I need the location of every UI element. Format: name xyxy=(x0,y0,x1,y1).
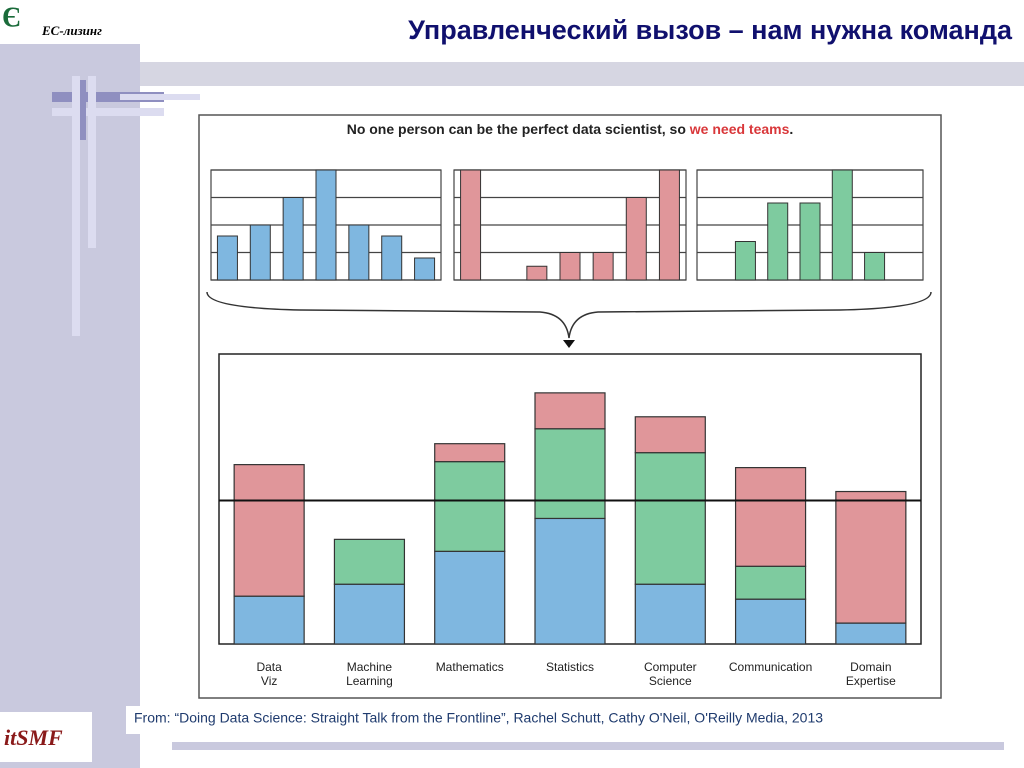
deco xyxy=(80,80,86,140)
bar xyxy=(625,197,647,281)
x-tick-label: Machine Learning xyxy=(346,660,393,688)
bar xyxy=(799,202,821,281)
bar xyxy=(216,235,238,281)
deco xyxy=(88,76,96,248)
stacked-bar-segment xyxy=(434,550,506,645)
deco xyxy=(52,92,164,102)
source: From: “Doing Data Science: Straight Talk… xyxy=(134,710,823,726)
logo-bg xyxy=(0,0,140,44)
footer-logo-bg xyxy=(0,712,92,762)
x-tick-label: Domain Expertise xyxy=(845,660,896,688)
footer-logo: itSMF xyxy=(4,725,63,750)
figure-heading: No one person can be the perfect data sc… xyxy=(347,121,794,137)
bar xyxy=(864,252,886,281)
slide-title: Управленческий вызов – нам нужна команда xyxy=(408,15,1013,45)
stacked-bar-segment xyxy=(734,598,807,645)
bar xyxy=(526,265,548,281)
stacked-bar-segment xyxy=(434,461,506,552)
bar xyxy=(315,169,337,281)
x-tick-label: Computer Science xyxy=(643,660,697,688)
stacked-bar-segment xyxy=(534,392,606,430)
logo-mark: Є xyxy=(2,2,21,33)
stacked-bar-segment xyxy=(434,443,506,463)
stacked-bar-segment xyxy=(233,595,305,645)
heading-highlight: we need teams xyxy=(689,121,790,137)
deco xyxy=(120,94,200,100)
footer-bar xyxy=(172,742,1004,750)
stacked-bar-segment xyxy=(634,583,706,645)
logo-text: ЕС-лизинг xyxy=(41,23,102,38)
stacked-bar-segment xyxy=(534,517,606,645)
x-tick-label: Statistics xyxy=(545,660,595,674)
stacked-bar-segment xyxy=(333,538,406,585)
bar xyxy=(734,241,756,281)
bar xyxy=(658,169,680,281)
stacked-bar-segment xyxy=(835,622,907,645)
brace xyxy=(206,291,932,339)
bar xyxy=(559,252,581,281)
heading-part: . xyxy=(789,121,793,137)
x-tick-label: Data Viz xyxy=(256,660,282,688)
title-bar xyxy=(140,62,1024,86)
stacked-bar-segment xyxy=(634,416,706,454)
x-tick-label: Mathematics xyxy=(435,660,504,674)
bar xyxy=(831,169,853,281)
heading-part: No one person can be the perfect data sc… xyxy=(347,121,690,137)
bar xyxy=(414,257,436,281)
stacked-bar-segment xyxy=(734,565,807,600)
bar xyxy=(592,252,614,281)
bar xyxy=(381,235,403,281)
x-tick-label: Communication xyxy=(728,660,813,674)
sidebar xyxy=(0,0,140,768)
stacked-bar-segment xyxy=(634,452,706,585)
bar xyxy=(249,224,271,281)
deco xyxy=(72,76,80,336)
deco xyxy=(52,108,164,116)
stacked-bar-segment xyxy=(333,583,406,645)
bar xyxy=(767,202,789,281)
bar xyxy=(348,224,370,281)
arrow-head xyxy=(563,340,575,348)
stacked-bar-segment xyxy=(233,464,305,597)
bar xyxy=(282,197,304,281)
bar xyxy=(460,169,482,281)
stacked-bar-segment xyxy=(534,428,606,520)
stacked-bar-segment xyxy=(835,490,907,624)
source-bg xyxy=(126,706,996,734)
stacked-bar-segment xyxy=(734,467,807,567)
